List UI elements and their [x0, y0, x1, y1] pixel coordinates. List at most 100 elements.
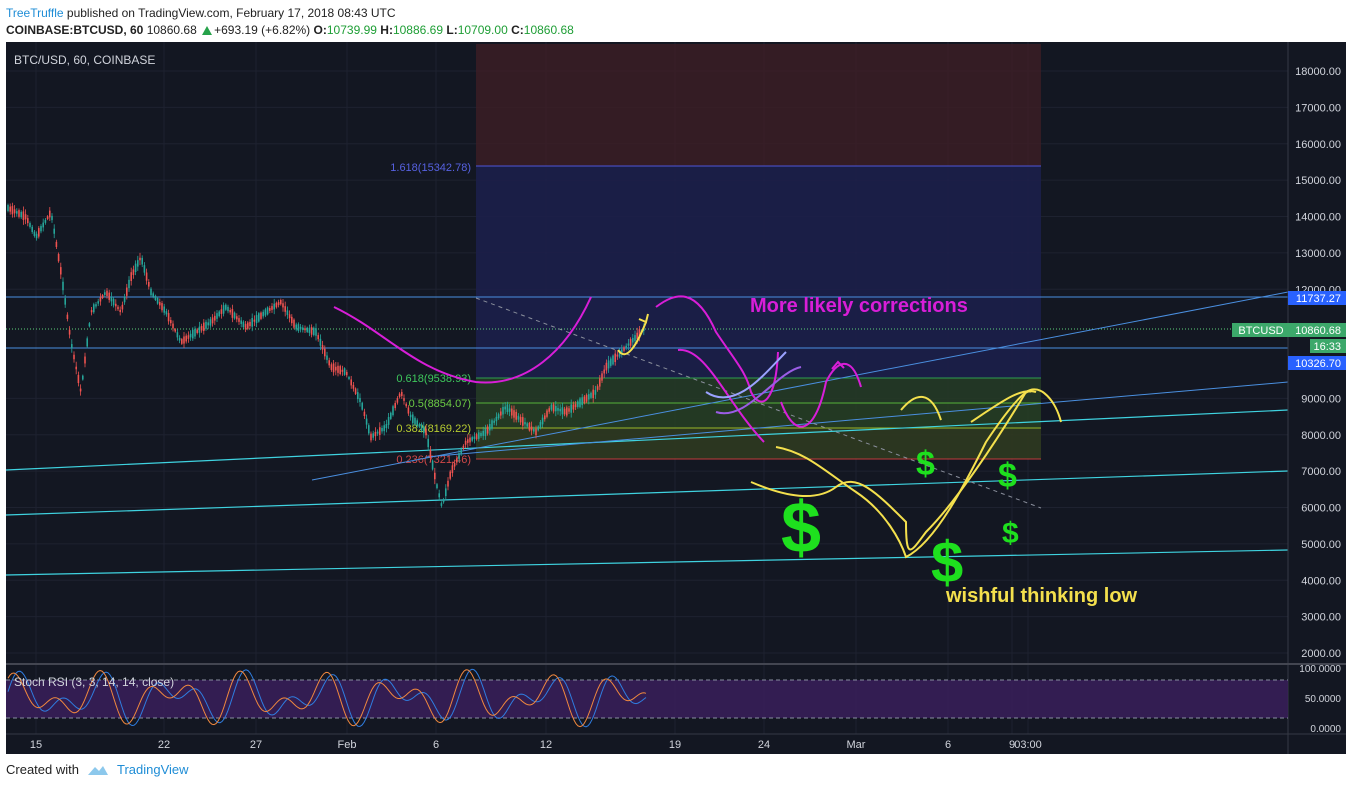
fib-label-1618: 1.618(15342.78)	[390, 162, 471, 174]
candle-body	[632, 337, 634, 343]
candle-body	[392, 406, 394, 416]
candle-body	[618, 350, 621, 357]
candle-body	[225, 304, 227, 310]
candle-body	[95, 304, 97, 307]
chart-canvas[interactable]: 1.618(15342.78) 0.618(9538.93) 0.5(8854.…	[5, 42, 1346, 754]
candle-body	[22, 211, 25, 220]
candle-body	[445, 488, 447, 497]
price-tick-label: 3000.00	[1301, 612, 1341, 624]
candle-body	[396, 398, 399, 403]
candle-body	[82, 375, 84, 380]
candle-body	[154, 295, 157, 300]
candle-body	[139, 257, 141, 261]
candle-body	[636, 332, 638, 339]
candle-body	[407, 407, 410, 414]
candle-body	[453, 463, 456, 467]
price-axis[interactable]	[1288, 42, 1346, 754]
candle-body	[214, 315, 216, 321]
time-axis[interactable]: 15 22 27 Feb 6 12 19 24 Mar 6 9 03:00	[30, 739, 1042, 751]
trendline-upper	[5, 409, 1289, 471]
candle-body	[614, 353, 616, 363]
candle-body	[176, 332, 179, 338]
time-tick-label: Mar	[847, 739, 866, 751]
candle-body	[583, 396, 586, 403]
candle-body	[115, 303, 117, 307]
candle-body	[579, 398, 581, 407]
candle-body	[130, 272, 132, 281]
candle-body	[269, 308, 271, 311]
candle-body	[354, 388, 357, 394]
candle-body	[394, 402, 396, 409]
candle-body	[420, 424, 423, 431]
candle-body	[148, 282, 150, 287]
candle-body	[526, 423, 528, 427]
candle-body	[40, 226, 42, 232]
footer-text: Created with	[6, 762, 79, 777]
rsi-band	[6, 680, 1288, 718]
open-label: O:	[313, 23, 327, 37]
candle-body	[90, 310, 93, 313]
candle-body	[170, 320, 172, 324]
symbol-label: COINBASE:BTCUSD, 60	[6, 23, 144, 37]
candle-body	[616, 354, 619, 357]
candle-body	[51, 215, 53, 221]
candle-body	[508, 408, 511, 412]
candle-body	[7, 205, 9, 211]
candle-body	[557, 407, 559, 411]
candle-body	[491, 420, 493, 429]
candle-body	[13, 209, 16, 214]
dollar-sign-small-3: $	[1002, 517, 1019, 550]
candle-body	[427, 438, 429, 448]
tradingview-logo-icon	[87, 765, 108, 775]
candlestick-series	[7, 202, 645, 508]
candle-body	[62, 281, 64, 291]
candle-body	[68, 329, 71, 335]
candle-body	[379, 427, 381, 436]
author-link[interactable]: TreeTruffle	[6, 6, 64, 20]
time-tick-label: 6	[945, 739, 951, 751]
candle-body	[442, 499, 445, 503]
candle-body	[339, 366, 341, 375]
candle-body	[607, 360, 610, 369]
candle-body	[79, 388, 82, 392]
tag-level-lower-text: 10326.70	[1295, 358, 1341, 370]
candle-body	[363, 411, 366, 417]
time-tick-label: 15	[30, 739, 42, 751]
candle-body	[449, 471, 451, 479]
candle-body	[574, 404, 577, 408]
candle-body	[321, 345, 324, 350]
time-tick-label: 12	[540, 739, 552, 751]
candle-body	[117, 306, 119, 310]
candle-body	[86, 338, 88, 347]
candle-body	[167, 313, 170, 322]
candle-body	[559, 408, 561, 412]
candle-body	[599, 378, 601, 387]
candle-body	[372, 433, 374, 438]
candle-body	[390, 412, 392, 419]
candle-body	[414, 417, 416, 425]
candle-body	[387, 417, 390, 425]
tradingview-link[interactable]: TradingView	[116, 762, 189, 777]
yellow-hook-2	[970, 390, 1037, 423]
candle-body	[258, 313, 260, 322]
candle-body	[227, 306, 229, 312]
candle-body	[412, 414, 414, 424]
dollar-sign-large: $	[781, 488, 821, 568]
candle-body	[53, 228, 55, 234]
chart-area[interactable]: 1.618(15342.78) 0.618(9538.93) 0.5(8854.…	[5, 42, 1346, 754]
candle-body	[409, 414, 412, 418]
candle-body	[621, 349, 623, 354]
candle-body	[106, 290, 108, 297]
chart-legend: BTC/USD, 60, COINBASE	[14, 53, 155, 67]
fib-label-382: 0.382(8169.22)	[396, 423, 471, 435]
candle-body	[502, 407, 504, 415]
candle-body	[563, 408, 566, 415]
candle-body	[297, 324, 300, 332]
candle-body	[282, 303, 284, 308]
candle-body	[126, 287, 128, 296]
price-tick-label: 17000.00	[1295, 102, 1341, 114]
price-tick-label: 16000.00	[1295, 139, 1341, 151]
candle-body	[535, 428, 537, 436]
quote-bar: COINBASE:BTCUSD, 60 10860.68 +693.19 (+6…	[6, 21, 574, 39]
candle-body	[590, 392, 592, 398]
